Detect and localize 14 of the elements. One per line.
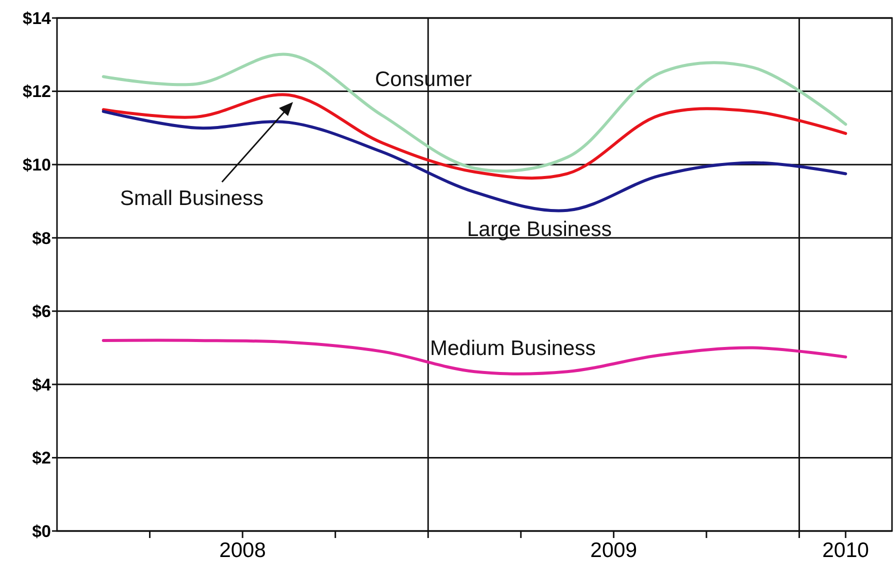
series-label: Large Business xyxy=(467,218,612,241)
x-tick-label: 2010 xyxy=(822,539,869,562)
series-label: Medium Business xyxy=(430,337,596,360)
x-tick-label: 2009 xyxy=(590,539,638,562)
x-tick-label: 2008 xyxy=(219,539,266,562)
y-tick-label: $12 xyxy=(22,82,51,102)
y-tick-label: $8 xyxy=(32,228,51,248)
y-tick-label: $2 xyxy=(32,448,51,468)
y-tick-label: $4 xyxy=(32,375,52,394)
y-tick-label: $6 xyxy=(32,302,51,322)
text: Small Business xyxy=(120,187,264,210)
y-tick-label: $14 xyxy=(22,8,52,28)
y-tick-label: $10 xyxy=(22,156,51,175)
y-tick-label: $0 xyxy=(32,522,51,541)
